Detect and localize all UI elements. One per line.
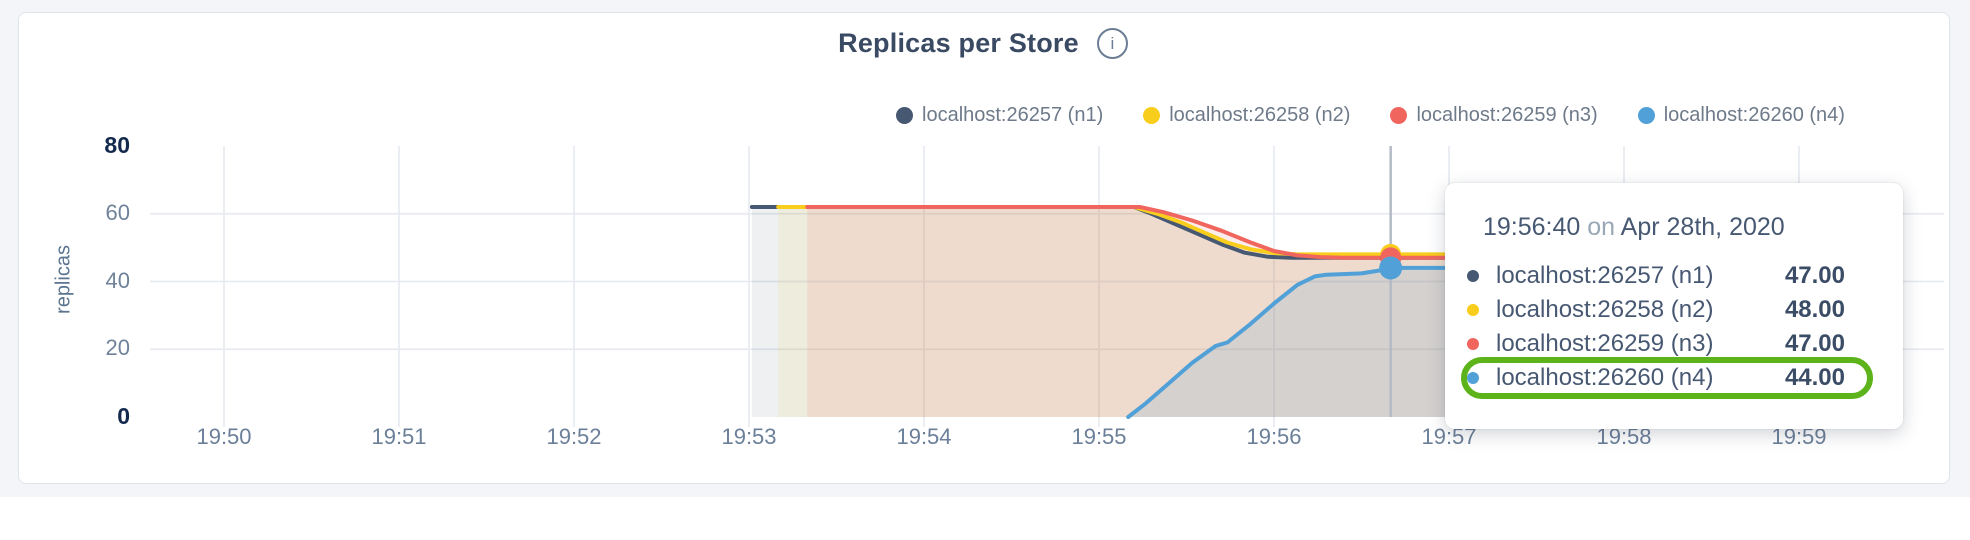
- legend-label: localhost:26260 (n4): [1663, 104, 1845, 126]
- legend-item: localhost:26257 (n1): [896, 104, 1103, 127]
- tooltip-series-label: localhost:26257 (n1): [1496, 262, 1714, 289]
- tooltip-dot-icon: [1467, 372, 1479, 384]
- tooltip-series-value: 47.00: [1784, 330, 1845, 357]
- tooltip-preposition: on: [1587, 213, 1616, 241]
- tooltip-series-value: 48.00: [1784, 296, 1845, 323]
- tooltip-series-label: localhost:26258 (n2): [1496, 296, 1714, 323]
- tooltip-dot-icon: [1467, 270, 1479, 282]
- tooltip-row: localhost:26260 (n4) 44.00: [1445, 361, 1903, 395]
- legend-item: localhost:26260 (n4): [1637, 104, 1845, 127]
- tooltip-timestamp: 19:56:40 on Apr 28th, 2020: [1483, 213, 1903, 242]
- y-tick-label: 20: [105, 335, 130, 361]
- x-tick-label: 19:51: [371, 424, 427, 449]
- legend-item: localhost:26259 (n3): [1390, 104, 1598, 127]
- tooltip-series-value: 47.00: [1784, 262, 1845, 289]
- y-tick-label: 40: [105, 267, 130, 293]
- info-icon[interactable]: i: [1096, 28, 1128, 59]
- legend-dot-icon: [1143, 107, 1161, 124]
- tooltip-dot-icon: [1467, 338, 1479, 350]
- tooltip-series-value: 44.00: [1784, 364, 1845, 391]
- series-line: [1126, 265, 1685, 419]
- x-tick-label: 19:56: [1246, 424, 1302, 449]
- legend-dot-icon: [1390, 107, 1408, 124]
- tooltip-row: localhost:26258 (n2) 48.00: [1445, 293, 1903, 327]
- tooltip-date: Apr 28th, 2020: [1620, 213, 1785, 241]
- chart-header: Replicas per Store i: [18, 28, 1948, 59]
- chart-title: Replicas per Store: [838, 28, 1079, 58]
- legend-item: localhost:26258 (n2): [1143, 104, 1350, 127]
- tooltip-series-label: localhost:26260 (n4): [1496, 364, 1714, 391]
- tooltip-series-label: localhost:26259 (n3): [1496, 330, 1714, 357]
- x-tick-label: 19:54: [896, 424, 952, 449]
- hover-tooltip: 19:56:40 on Apr 28th, 2020 localhost:262…: [1445, 183, 1903, 429]
- tooltip-rows: localhost:26257 (n1) 47.00 localhost:26258…: [1445, 259, 1903, 395]
- tooltip-dot-icon: [1467, 304, 1479, 316]
- x-tick-label: 19:50: [196, 424, 252, 449]
- legend-dot-icon: [896, 107, 913, 124]
- tooltip-row: localhost:26257 (n1) 47.00: [1445, 259, 1903, 293]
- x-tick-label: 19:55: [1071, 424, 1127, 449]
- legend-label: localhost:26257 (n1): [922, 104, 1104, 126]
- tooltip-time: 19:56:40: [1483, 213, 1581, 241]
- y-tick-label: 60: [105, 199, 130, 225]
- legend-label: localhost:26259 (n3): [1416, 104, 1598, 126]
- legend-dot-icon: [1637, 107, 1655, 124]
- x-tick-label: 19:53: [721, 424, 777, 449]
- series-line: [805, 205, 1685, 260]
- y-tick-label: 80: [104, 132, 130, 158]
- chart-legend: localhost:26257 (n1) localhost:26258 (n2)…: [896, 104, 1845, 127]
- tooltip-row: localhost:26259 (n3) 47.00: [1445, 327, 1903, 361]
- hover-dot: [1379, 256, 1403, 280]
- x-tick-label: 19:52: [546, 424, 602, 449]
- legend-label: localhost:26258 (n2): [1169, 104, 1351, 126]
- y-tick-label: 0: [117, 403, 130, 429]
